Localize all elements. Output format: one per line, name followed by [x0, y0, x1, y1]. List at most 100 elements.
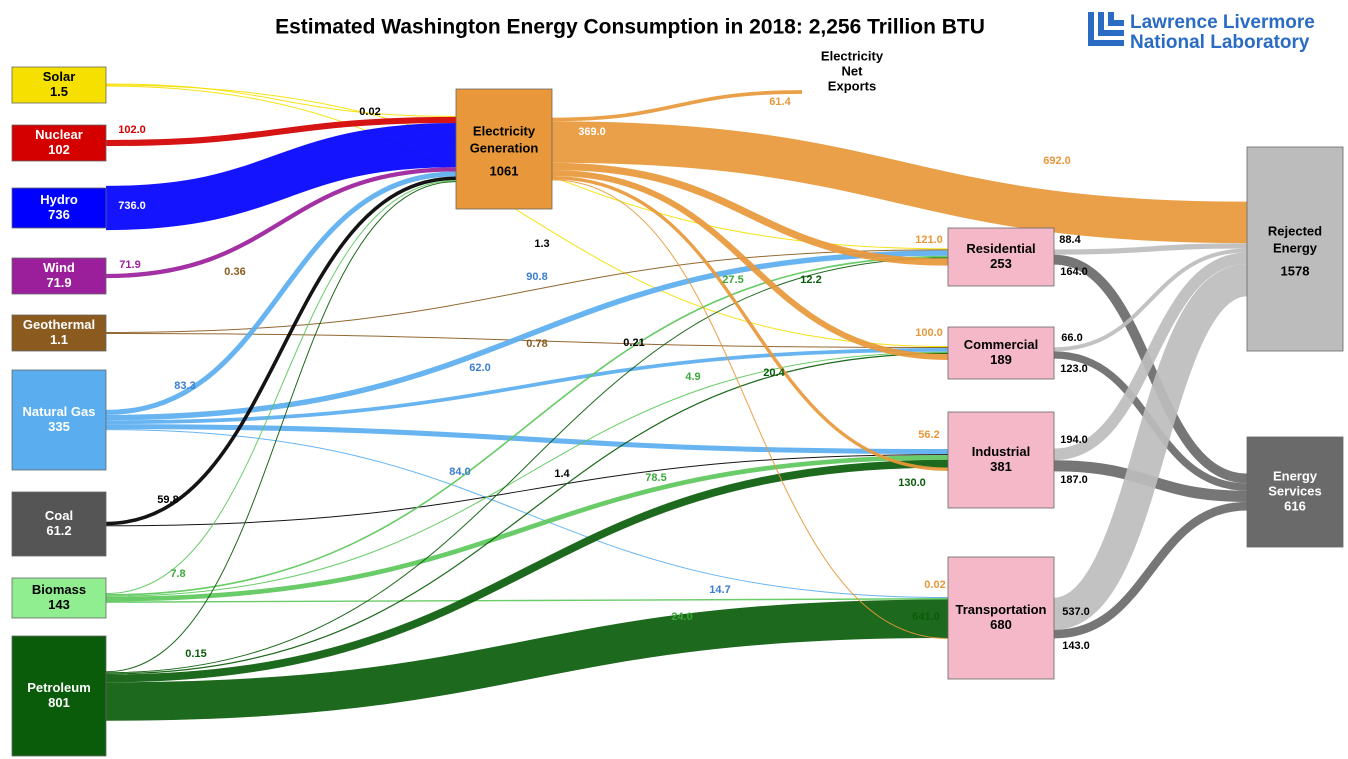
- flow-label: 61.4: [769, 96, 791, 108]
- flow-label: 692.0: [1043, 155, 1071, 167]
- node-label: Exports: [828, 78, 876, 93]
- flow: [105, 599, 949, 721]
- flow: [551, 162, 949, 266]
- flow-label: 0.21: [623, 337, 644, 349]
- node-value: 143: [48, 597, 70, 612]
- flow-label: 88.4: [1059, 234, 1081, 246]
- flow-label: 121.0: [915, 234, 943, 246]
- flow-label: 143.0: [1062, 640, 1090, 652]
- flow-label: 56.2: [918, 429, 939, 441]
- flow-label: 27.5: [722, 274, 743, 286]
- node-value: 335: [48, 419, 70, 434]
- flow: [105, 83, 457, 117]
- flow: [105, 333, 949, 349]
- node-box: [11, 635, 107, 757]
- flow-label: 7.8: [170, 568, 185, 580]
- node-label: Wind: [43, 260, 75, 275]
- flow: [1053, 248, 1248, 352]
- flow-label: 102.0: [118, 124, 146, 136]
- flow: [105, 257, 949, 674]
- flow: [1053, 252, 1248, 461]
- flow: [551, 90, 803, 122]
- logo-text: National Laboratory: [1130, 32, 1310, 53]
- nodes: Solar1.5Nuclear102Hydro736Wind71.9Geothe…: [11, 48, 1344, 757]
- node-value: 1.5: [50, 84, 68, 99]
- node-value: 1061: [490, 163, 519, 178]
- node-label: Services: [1268, 483, 1322, 498]
- node-label: Industrial: [972, 444, 1031, 459]
- flow-label: 83.3: [174, 380, 195, 392]
- flow: [105, 352, 949, 675]
- node-value: 736: [48, 207, 70, 222]
- title: Estimated Washington Energy Consumption …: [275, 16, 985, 39]
- flow: [105, 250, 949, 421]
- node-label: Biomass: [32, 582, 86, 597]
- flow: [551, 176, 949, 471]
- node-box: [11, 314, 107, 352]
- node-box: [11, 369, 107, 471]
- logo: Lawrence Livermore National Laboratory: [1088, 12, 1315, 53]
- node-box: [947, 227, 1055, 287]
- flow: [105, 85, 949, 348]
- node-value: 381: [990, 459, 1012, 474]
- flow: [105, 424, 949, 455]
- node-value: 61.2: [46, 523, 71, 538]
- logo-icon: [1088, 12, 1124, 46]
- flow: [105, 348, 949, 425]
- node-box: [1246, 436, 1344, 548]
- flow-label: 164.0: [1060, 266, 1088, 278]
- flow: [1051, 264, 1250, 630]
- flow-label: 59.8: [157, 494, 178, 506]
- flow-label: 84.0: [449, 466, 470, 478]
- flow: [551, 179, 949, 639]
- node-label: Hydro: [40, 192, 78, 207]
- flow: [105, 123, 457, 231]
- node-value: 680: [990, 617, 1012, 632]
- flow-label: 24.0: [671, 611, 692, 623]
- flow-label: 130.0: [898, 477, 926, 489]
- node-label: Rejected: [1268, 223, 1322, 238]
- flow-label: 4.9: [685, 371, 700, 383]
- flow-label: 0.02: [359, 106, 380, 118]
- flow-label: 641.0: [912, 611, 940, 623]
- flow: [105, 176, 457, 526]
- flow-label: 62.0: [469, 362, 490, 374]
- flow-label: 66.0: [1061, 332, 1082, 344]
- flow: [105, 249, 949, 333]
- flow: [105, 171, 457, 415]
- node-box: [947, 556, 1055, 680]
- flow-label: 20.4: [763, 367, 785, 379]
- node-value: 102: [48, 142, 70, 157]
- node-label: Energy: [1273, 468, 1318, 483]
- node-value: 616: [1284, 498, 1306, 513]
- node-label: Petroleum: [27, 680, 91, 695]
- node-box: [11, 577, 107, 619]
- node-label: Coal: [45, 508, 73, 523]
- flow-label: 0.36: [224, 266, 245, 278]
- node-box: [1246, 146, 1344, 352]
- node-value: 253: [990, 256, 1012, 271]
- node-value: 71.9: [46, 275, 71, 290]
- flows: [105, 83, 1250, 721]
- node-label: Nuclear: [35, 127, 83, 142]
- node-label: Transportation: [955, 602, 1046, 617]
- flow-label: 71.9: [119, 259, 140, 271]
- node-label: Commercial: [964, 337, 1038, 352]
- node-box: [11, 124, 107, 162]
- flow-label: 14.7: [709, 584, 730, 596]
- node-label: Electricity: [473, 123, 536, 138]
- node-label: Net: [842, 63, 864, 78]
- flow-label: 0.15: [185, 648, 206, 660]
- flow: [105, 116, 457, 147]
- node-label: Residential: [966, 241, 1035, 256]
- flow: [105, 167, 457, 279]
- node-box: [947, 411, 1055, 509]
- flow-label: 0.78: [526, 338, 547, 350]
- flow-label: 1.4: [554, 468, 570, 480]
- annotation: 369.0: [578, 126, 606, 138]
- flow: [551, 170, 949, 360]
- flow-labels: 0.02 1.3 0.21 102.0 736.0 71.9 0.36 0.78 83.3 90.…: [118, 96, 1090, 660]
- flow-label: 0.02: [924, 579, 945, 591]
- flow: [551, 121, 1248, 244]
- flow-label: 736.0: [118, 200, 146, 212]
